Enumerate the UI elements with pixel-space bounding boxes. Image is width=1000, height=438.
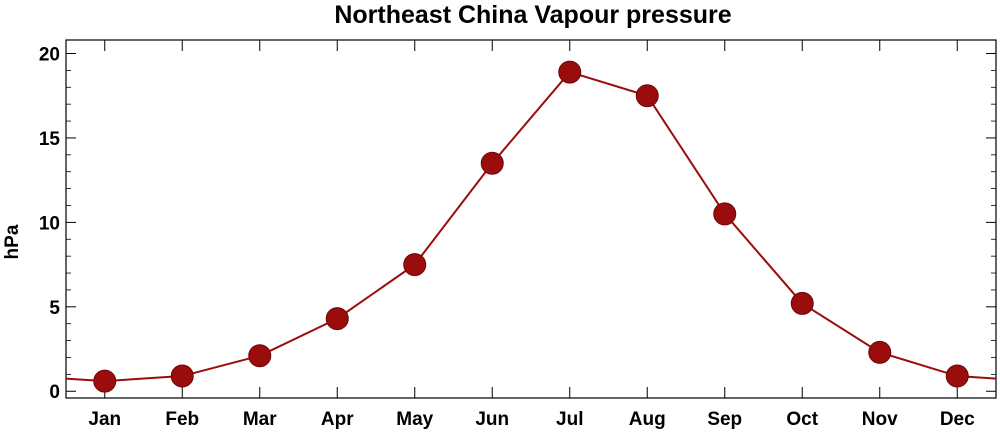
y-tick-label-1: 5 <box>49 298 60 319</box>
data-point-jun <box>480 151 504 175</box>
data-point-aug <box>635 84 659 108</box>
data-point-sep <box>713 202 737 226</box>
x-tick-label-jun: Jun <box>475 409 509 430</box>
data-point-nov <box>868 340 892 364</box>
x-tick-label-dec: Dec <box>940 409 975 430</box>
x-tick-label-oct: Oct <box>786 409 818 430</box>
x-ticks <box>104 40 958 398</box>
y-tick-label-2: 10 <box>39 213 60 234</box>
y-axis-label: hPa <box>2 224 23 259</box>
data-point-jul <box>558 60 582 84</box>
series-line <box>65 70 997 383</box>
x-tick-label-aug: Aug <box>629 409 666 430</box>
x-tick-label-feb: Feb <box>165 409 199 430</box>
x-tick-label-apr: Apr <box>321 409 354 430</box>
data-point-mar <box>248 344 272 368</box>
y-tick-label-0: 0 <box>49 382 60 403</box>
x-tick-label-nov: Nov <box>862 409 898 430</box>
data-point-jan <box>93 369 117 393</box>
y-tick-label-4: 20 <box>39 45 60 66</box>
data-point-feb <box>170 364 194 388</box>
data-point-dec <box>945 364 969 388</box>
chart-title: Northeast China Vapour pressure <box>334 1 731 29</box>
x-tick-labels: Jan Feb Mar Apr May Jun Jul Aug Sep Oct Nov Dec <box>88 409 975 430</box>
data-point-may <box>403 253 427 277</box>
points-layer <box>93 60 969 393</box>
y-tick-labels: 0 5 10 15 20 <box>39 45 61 404</box>
plot-frame <box>65 39 997 399</box>
x-tick-label-jul: Jul <box>556 409 583 430</box>
y-ticks <box>66 53 996 392</box>
x-tick-label-sep: Sep <box>707 409 742 430</box>
y-tick-label-3: 15 <box>39 129 61 150</box>
series-layer <box>65 70 997 383</box>
data-point-apr <box>325 307 349 331</box>
x-tick-label-may: May <box>396 409 433 430</box>
x-tick-label-jan: Jan <box>88 409 121 430</box>
data-point-oct <box>790 291 814 315</box>
x-tick-label-mar: Mar <box>243 409 277 430</box>
